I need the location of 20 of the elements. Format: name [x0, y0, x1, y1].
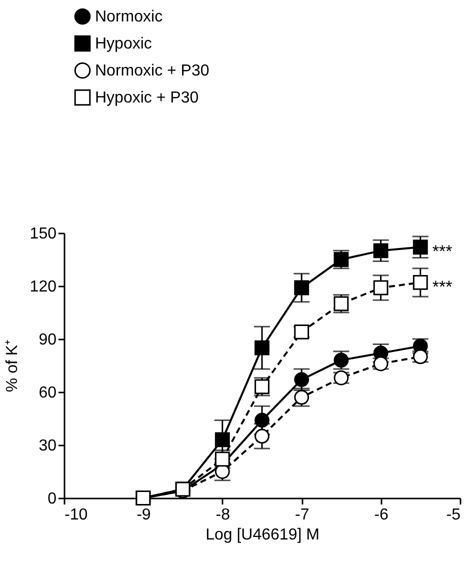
x-tick-label: -7 — [294, 506, 310, 524]
legend-label: Normoxic + P30 — [95, 62, 210, 80]
x-axis-title: Log [U46619] M — [206, 526, 320, 544]
y-tick-label: 0 — [48, 490, 57, 508]
x-tick-label: -8 — [216, 506, 230, 524]
x-tick-label: -5 — [446, 506, 461, 524]
annotation: *** — [432, 277, 453, 296]
annotation: *** — [432, 242, 453, 262]
x-tick-label: -10 — [64, 506, 88, 524]
y-tick-label: 90 — [38, 332, 57, 348]
legend-label: Normoxic — [95, 8, 163, 26]
y-tick-label: 150 — [30, 226, 57, 242]
x-tick-label: -9 — [136, 506, 151, 524]
legend-label: Hypoxic — [95, 36, 152, 52]
y-tick-label: 30 — [38, 438, 57, 454]
y-tick-label: 120 — [30, 278, 57, 296]
y-axis-title: % of K⁺ — [4, 340, 21, 392]
legend-label: Hypoxic + P30 — [95, 90, 199, 106]
y-tick-label: 60 — [38, 384, 57, 402]
x-tick-label: -6 — [374, 506, 389, 524]
